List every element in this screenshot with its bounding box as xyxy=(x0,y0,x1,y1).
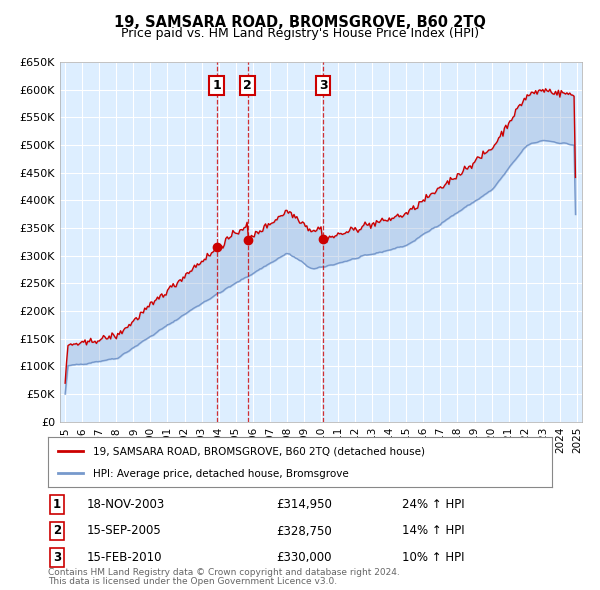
Text: Contains HM Land Registry data © Crown copyright and database right 2024.: Contains HM Land Registry data © Crown c… xyxy=(48,568,400,577)
Text: £314,950: £314,950 xyxy=(276,498,332,511)
Text: 19, SAMSARA ROAD, BROMSGROVE, B60 2TQ: 19, SAMSARA ROAD, BROMSGROVE, B60 2TQ xyxy=(114,15,486,30)
Text: 18-NOV-2003: 18-NOV-2003 xyxy=(87,498,165,511)
Text: 19, SAMSARA ROAD, BROMSGROVE, B60 2TQ (detached house): 19, SAMSARA ROAD, BROMSGROVE, B60 2TQ (d… xyxy=(94,447,425,457)
Text: 14% ↑ HPI: 14% ↑ HPI xyxy=(402,525,464,537)
Text: 3: 3 xyxy=(319,79,328,92)
Text: 2: 2 xyxy=(244,79,252,92)
Text: 1: 1 xyxy=(53,498,61,511)
Text: This data is licensed under the Open Government Licence v3.0.: This data is licensed under the Open Gov… xyxy=(48,578,337,586)
Text: 10% ↑ HPI: 10% ↑ HPI xyxy=(402,551,464,564)
Text: HPI: Average price, detached house, Bromsgrove: HPI: Average price, detached house, Brom… xyxy=(94,468,349,478)
Text: 15-FEB-2010: 15-FEB-2010 xyxy=(87,551,163,564)
Text: 24% ↑ HPI: 24% ↑ HPI xyxy=(402,498,464,511)
Text: £330,000: £330,000 xyxy=(276,551,331,564)
Text: 2: 2 xyxy=(53,525,61,537)
Text: 3: 3 xyxy=(53,551,61,564)
Text: 1: 1 xyxy=(212,79,221,92)
Text: 15-SEP-2005: 15-SEP-2005 xyxy=(87,525,162,537)
Text: Price paid vs. HM Land Registry's House Price Index (HPI): Price paid vs. HM Land Registry's House … xyxy=(121,27,479,40)
Text: £328,750: £328,750 xyxy=(276,525,332,537)
